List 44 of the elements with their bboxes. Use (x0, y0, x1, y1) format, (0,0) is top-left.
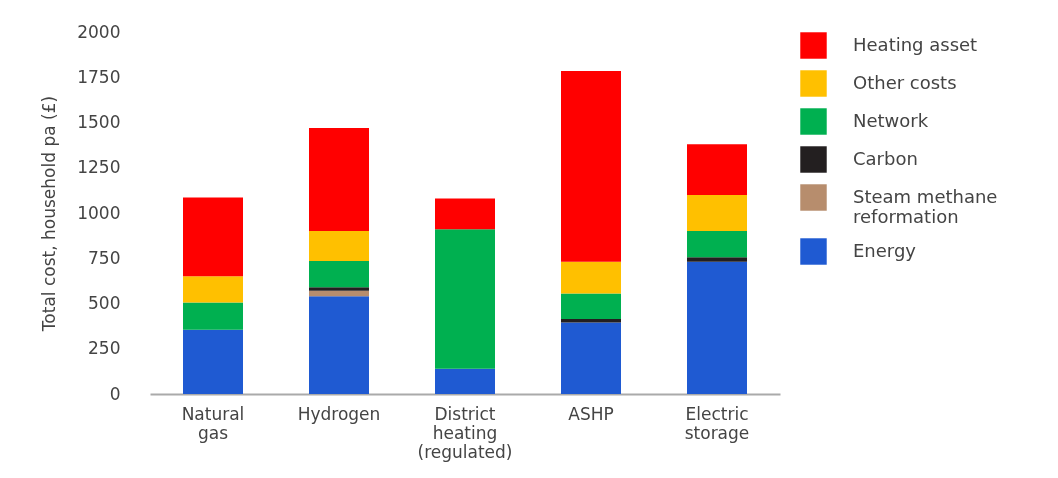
bar (561, 70, 621, 262)
bar (435, 198, 495, 230)
bar (435, 368, 495, 394)
x-tick-label: Natural gas (181, 403, 245, 443)
bar (183, 276, 243, 303)
bar (687, 144, 747, 195)
y-tick-label: 750 (88, 247, 121, 268)
bar (183, 197, 243, 277)
bar (309, 231, 369, 261)
y-tick-label: 1000 (77, 202, 121, 223)
legend-label: Heating asset (853, 33, 978, 55)
y-tick-label: 500 (88, 293, 121, 313)
y-tick-label: 2000 (77, 21, 121, 42)
bar (435, 229, 495, 369)
legend-label: Carbon (853, 147, 918, 169)
y-tick-label: 0 (109, 383, 121, 404)
bar (309, 287, 369, 291)
bar (309, 127, 369, 232)
x-tick-label: Electric storage (684, 403, 750, 443)
x-tick-label: ASHP (568, 403, 614, 424)
bar (309, 290, 369, 297)
bar (561, 318, 621, 323)
bar (561, 293, 621, 319)
y-axis-title: Total cost, household pa (£) (39, 95, 60, 333)
x-tick-label: Hydrogen (297, 403, 381, 424)
legend-label: Steam methane reformation (853, 185, 998, 227)
legend-label: Network (853, 109, 929, 131)
bar (687, 194, 747, 232)
bar (687, 231, 747, 258)
y-tick-label: 250 (88, 338, 121, 359)
legend-label: Other costs (853, 71, 957, 93)
bar (561, 322, 621, 394)
x-tick-label: District heating (regulated) (417, 403, 513, 462)
y-tick-label: 1500 (77, 112, 121, 132)
legend-label: Energy (853, 239, 917, 261)
y-tick-label: 1750 (77, 66, 121, 87)
bar (183, 302, 243, 330)
bar (687, 257, 747, 262)
bar (309, 260, 369, 288)
bar (183, 329, 243, 394)
bar (309, 296, 369, 394)
bar (561, 261, 621, 294)
y-tick-label: 1250 (77, 157, 121, 178)
bar (687, 261, 747, 394)
